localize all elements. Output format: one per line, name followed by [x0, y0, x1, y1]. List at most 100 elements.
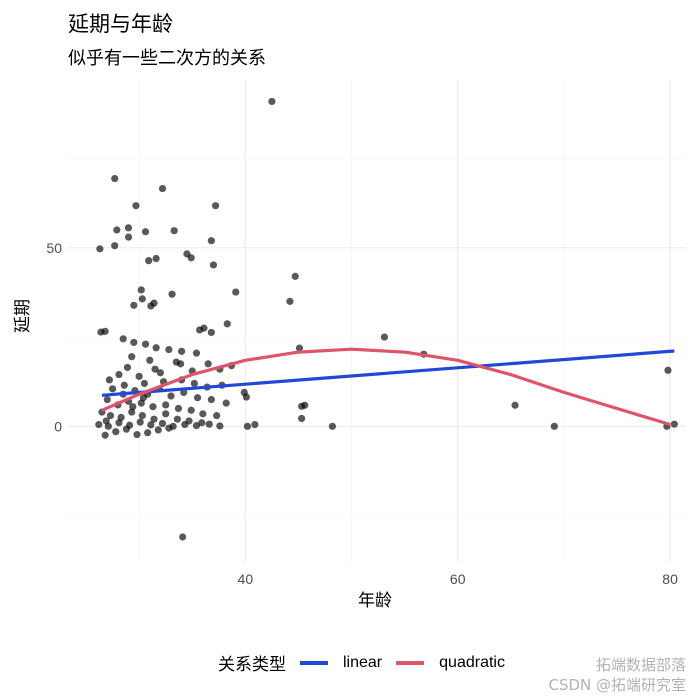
data-point [178, 347, 186, 355]
data-point [173, 415, 181, 423]
data-point [115, 370, 123, 379]
data-point [133, 430, 141, 439]
legend-title: 关系类型 [218, 655, 286, 675]
data-point [129, 403, 137, 411]
series-line-quadratic [101, 347, 671, 427]
x-tick-label: 60 [450, 571, 466, 587]
data-point [115, 419, 123, 427]
data-point [146, 356, 154, 364]
data-point [124, 233, 133, 241]
data-point [181, 420, 189, 429]
data-point [130, 338, 138, 347]
watermark: 拓端数据部落 CSDN @拓端研究室 [548, 655, 686, 695]
data-point [158, 419, 167, 428]
data-point [199, 410, 207, 418]
data-point [222, 399, 230, 407]
data-point [108, 385, 117, 393]
data-point [301, 401, 309, 409]
data-point [162, 401, 170, 409]
data-point [205, 420, 213, 428]
data-point [136, 418, 144, 426]
data-point [141, 340, 150, 348]
data-point [139, 394, 147, 402]
data-point [295, 344, 304, 352]
data-point [268, 97, 276, 106]
data-point [154, 426, 162, 434]
legend: 关系类型 linear quadratic [218, 650, 519, 676]
data-point [216, 422, 224, 430]
data-point [140, 379, 149, 388]
data-point [106, 412, 115, 420]
chart-title: 延期与年龄 [68, 12, 173, 36]
data-point [174, 404, 183, 413]
y-tick-label: 50 [46, 240, 62, 256]
data-point [251, 420, 259, 429]
data-point [187, 254, 195, 262]
data-point [207, 395, 215, 404]
data-point [187, 406, 195, 414]
series-line-linear [101, 349, 675, 397]
data-point [286, 297, 294, 305]
data-point [179, 533, 187, 541]
data-point [298, 414, 306, 423]
data-point [130, 301, 138, 309]
watermark-line-2: CSDN @拓端研究室 [548, 676, 686, 694]
data-point [111, 174, 119, 183]
data-point [147, 421, 155, 429]
y-tick-label: 0 [54, 418, 62, 434]
data-point [135, 372, 143, 380]
data-point [105, 376, 114, 384]
data-point [156, 369, 164, 377]
data-point [141, 228, 150, 236]
data-point [664, 366, 672, 374]
data-point [145, 257, 153, 265]
data-point [243, 422, 252, 430]
watermark-line-1: 拓端数据部落 [595, 656, 686, 674]
data-point [113, 226, 121, 234]
data-point [170, 227, 178, 235]
data-point [223, 320, 231, 328]
data-point [120, 381, 128, 389]
data-point [380, 333, 389, 341]
data-point [207, 328, 215, 337]
data-point [111, 242, 119, 250]
data-point [193, 394, 202, 402]
data-point [96, 245, 104, 253]
data-point [162, 410, 170, 418]
data-point [95, 420, 103, 429]
data-point [168, 290, 176, 298]
data-point [138, 412, 146, 420]
data-point [291, 272, 299, 280]
data-point [192, 349, 201, 357]
data-point [102, 417, 110, 425]
legend-key-linear [300, 660, 328, 665]
data-point [328, 422, 337, 430]
legend-label-quadratic: quadratic [439, 653, 505, 671]
data-point [123, 363, 132, 372]
data-point [149, 403, 157, 411]
data-point [132, 202, 140, 210]
data-point [101, 327, 109, 335]
data-point [242, 393, 250, 401]
data-point [101, 431, 109, 439]
data-point [128, 353, 136, 361]
data-point [232, 288, 240, 296]
data-point [550, 422, 558, 430]
data-point [103, 395, 111, 404]
x-tick-label: 80 [662, 571, 678, 587]
x-tick-label: 40 [238, 571, 254, 587]
data-point [124, 224, 133, 232]
data-point [200, 324, 208, 332]
data-point [211, 202, 220, 210]
data-point [511, 401, 519, 409]
data-point [192, 422, 201, 430]
y-axis-label: 延期 [13, 299, 33, 333]
data-point [150, 415, 158, 423]
data-point [198, 419, 206, 427]
chart-subtitle: 似乎有一些二次方的关系 [68, 48, 266, 69]
data-point [122, 425, 131, 433]
data-point [190, 379, 198, 388]
data-point [150, 299, 158, 307]
legend-key-quadratic [396, 660, 425, 665]
legend-label-linear: linear [343, 653, 383, 671]
